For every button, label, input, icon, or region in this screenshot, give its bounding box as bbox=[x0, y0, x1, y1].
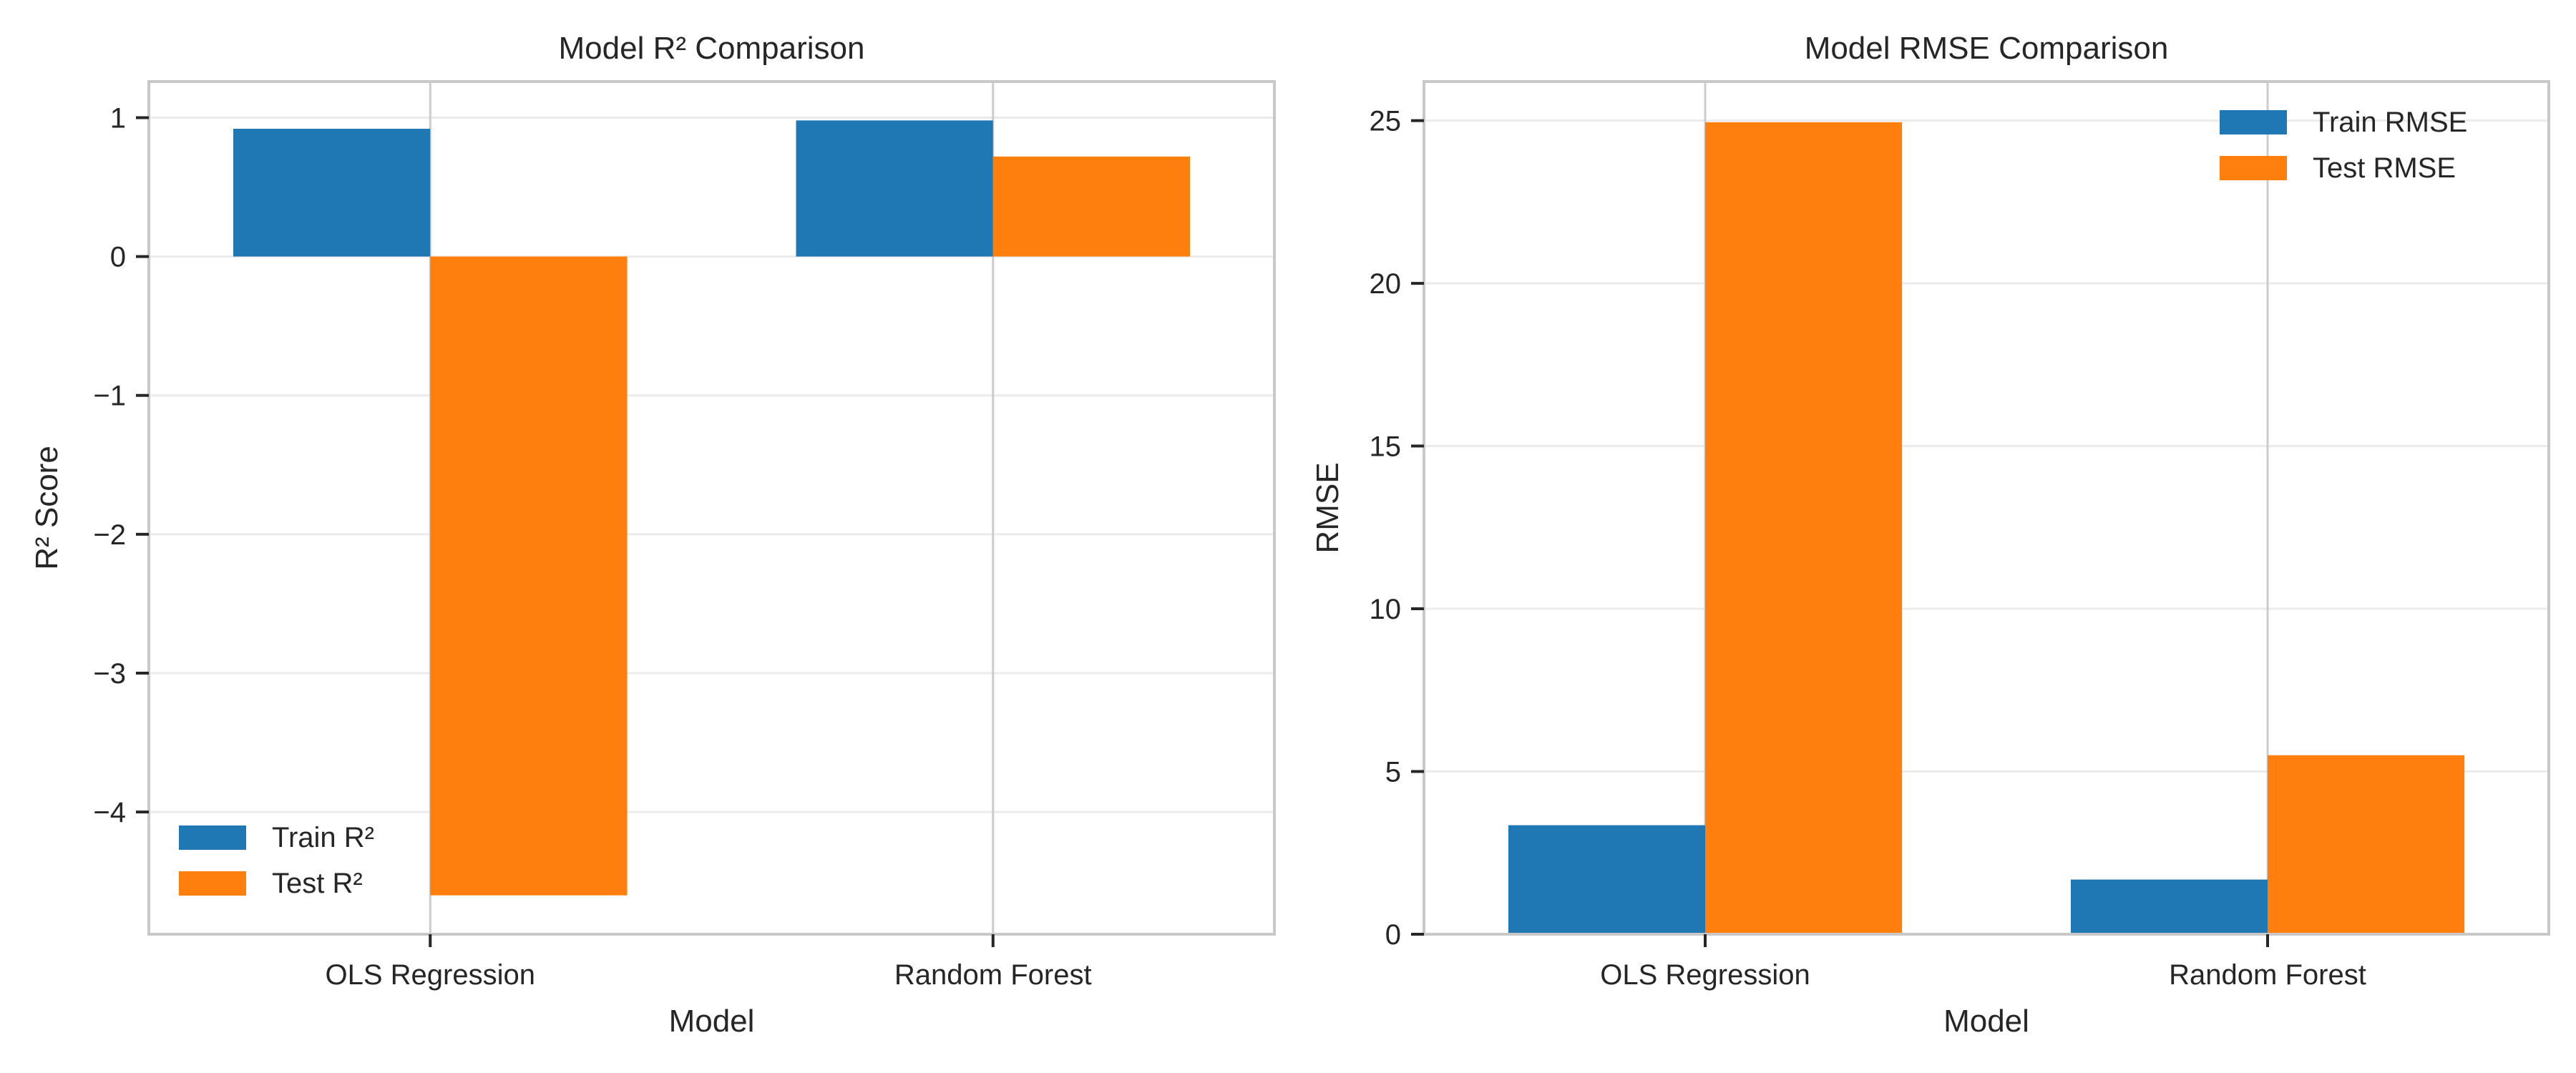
y-tick-label: −2 bbox=[93, 519, 126, 551]
y-tick-label: −4 bbox=[93, 797, 126, 828]
chart-title: Model R² Comparison bbox=[559, 31, 865, 66]
y-tick-label: 1 bbox=[110, 102, 126, 134]
bar-test-rmse-0 bbox=[1705, 122, 1903, 934]
x-tick-label: OLS Regression bbox=[1600, 959, 1810, 991]
y-axis-label: RMSE bbox=[1310, 462, 1345, 553]
legend-swatch bbox=[179, 871, 246, 896]
y-tick-label: −1 bbox=[93, 381, 126, 412]
chart-panel-2: 0 5 10 15 20 25 OLS Regression Random Forest Mod… bbox=[1310, 31, 2550, 1039]
bar-train-r--1 bbox=[796, 120, 993, 257]
x-axis-label: Model bbox=[669, 1004, 755, 1039]
x-axis-label: Model bbox=[1943, 1004, 2029, 1039]
chart-title: Model RMSE Comparison bbox=[1805, 31, 2169, 66]
y-tick-label: 25 bbox=[1370, 106, 1402, 137]
x-tick-label: Random Forest bbox=[2169, 959, 2366, 991]
legend: Train RMSE Test RMSE bbox=[2220, 107, 2467, 184]
bar-test-rmse-1 bbox=[2268, 755, 2465, 934]
y-axis-label: R² Score bbox=[29, 446, 64, 570]
x-tick-label: Random Forest bbox=[894, 959, 1092, 991]
y-tick-label: 15 bbox=[1370, 431, 1402, 463]
y-tick-label: 0 bbox=[1385, 919, 1401, 951]
legend-label: Train R² bbox=[272, 822, 374, 853]
bar-test-r--0 bbox=[430, 256, 628, 896]
y-tick-label: 5 bbox=[1385, 757, 1401, 788]
bar-train-r--0 bbox=[233, 129, 431, 257]
chart-panel-1: −4 −3 −2 −1 0 1 OLS Regression Random Forest Mod… bbox=[29, 31, 1276, 1039]
legend-swatch bbox=[2220, 110, 2287, 134]
y-tick-label: 20 bbox=[1370, 268, 1402, 300]
legend-swatch bbox=[2220, 156, 2287, 180]
legend-label: Test RMSE bbox=[2313, 152, 2456, 184]
plot-frame bbox=[147, 80, 1276, 936]
y-tick-label: 10 bbox=[1370, 594, 1402, 625]
y-tick-label: −3 bbox=[93, 658, 126, 690]
legend-label: Train RMSE bbox=[2313, 107, 2467, 138]
legend-swatch bbox=[179, 825, 246, 850]
legend-label: Test R² bbox=[272, 868, 363, 899]
bar-test-r--1 bbox=[992, 156, 1191, 257]
bar-train-rmse-0 bbox=[1508, 825, 1705, 934]
plot-frame bbox=[1423, 80, 2550, 936]
bar-train-rmse-1 bbox=[2070, 879, 2268, 934]
x-tick-label: OLS Regression bbox=[326, 959, 535, 991]
legend: Train R² Test R² bbox=[179, 822, 374, 899]
y-tick-label: 0 bbox=[110, 242, 126, 273]
